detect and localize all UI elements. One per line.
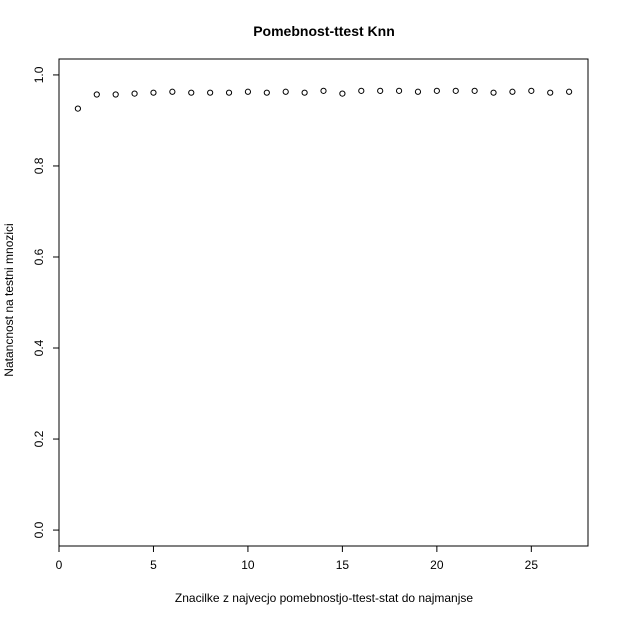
- x-tick-label: 10: [241, 558, 255, 572]
- data-point: [547, 89, 554, 96]
- data-point: [490, 89, 497, 96]
- y-tick-label: 1.0: [32, 66, 46, 83]
- data-point: [74, 105, 81, 112]
- data-point: [452, 87, 459, 94]
- y-axis: 0.0 0.2 0.4 0.6 0.8 1.0: [32, 66, 59, 538]
- data-point: [339, 90, 346, 97]
- data-point: [471, 87, 478, 94]
- plot-frame: [58, 58, 589, 547]
- data-point: [244, 88, 252, 95]
- data-point: [566, 88, 573, 95]
- data-point: [414, 88, 422, 95]
- x-tick-label: 5: [150, 558, 157, 572]
- x-axis: 0 5 10 15 20 25: [56, 546, 539, 572]
- y-tick-label: 0.0: [32, 521, 46, 538]
- x-tick-label: 25: [525, 558, 539, 572]
- x-tick-label: 20: [430, 558, 444, 572]
- x-axis-label: Znacilke z najvecjo pomebnostjo-ttest-st…: [175, 591, 473, 605]
- data-point: [263, 89, 270, 96]
- data-point: [150, 89, 157, 96]
- data-points: [74, 87, 573, 112]
- y-tick-label: 0.4: [32, 339, 46, 356]
- data-point: [112, 91, 119, 98]
- y-tick-label: 0.8: [32, 157, 46, 174]
- data-point: [433, 87, 440, 94]
- data-point: [207, 89, 214, 96]
- data-point: [509, 88, 516, 95]
- data-point: [528, 87, 535, 94]
- data-point: [301, 89, 308, 96]
- data-point: [131, 90, 138, 97]
- x-tick-label: 0: [56, 558, 63, 572]
- y-tick-label: 0.2: [32, 430, 46, 447]
- data-point: [282, 88, 289, 95]
- y-axis-label: Natancnost na testni mnozici: [2, 223, 16, 376]
- x-tick-label: 15: [336, 558, 350, 572]
- data-point: [225, 89, 233, 96]
- data-point: [377, 87, 384, 94]
- data-point: [188, 89, 195, 96]
- data-point: [169, 88, 176, 95]
- data-point: [320, 87, 327, 94]
- data-point: [93, 91, 100, 98]
- chart-title: Pomebnost-ttest Knn: [253, 23, 395, 39]
- data-point: [395, 87, 403, 94]
- y-tick-label: 0.6: [32, 248, 46, 265]
- data-point: [358, 87, 365, 94]
